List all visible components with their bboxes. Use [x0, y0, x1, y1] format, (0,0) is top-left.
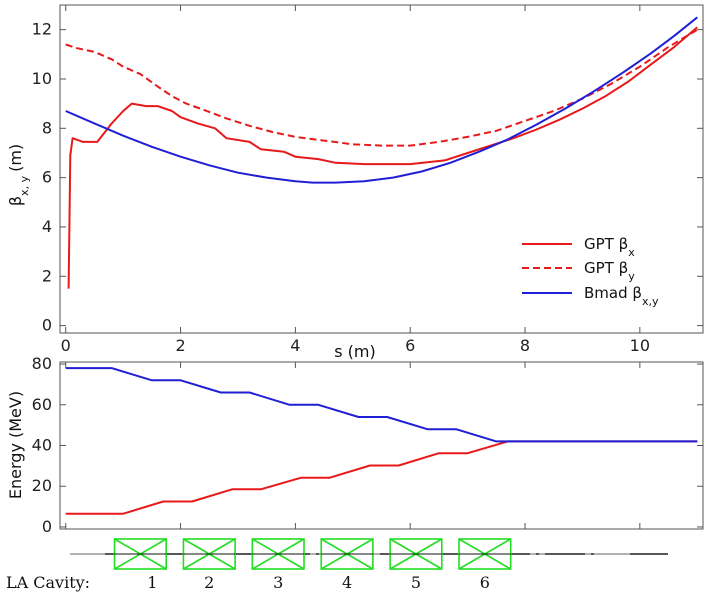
- series-line-energy-red: [65, 440, 698, 515]
- cavity-group: 1 2 3 4 5 6: [105, 538, 668, 592]
- cavity-label-5: 5: [411, 573, 421, 592]
- bottom-series-group: [65, 367, 698, 515]
- series-line-energy-blue: [65, 367, 698, 443]
- top-x-tick-label-3: 6: [405, 336, 415, 355]
- top-x-tick-label-2: 4: [290, 336, 300, 355]
- top-y-tick-label-5: 10: [32, 69, 52, 88]
- top-axis-ticks: 0 2 4 6 8 10 0 2 4 6 8 10 12: [32, 5, 703, 355]
- beta-function-panel: 0 2 4 6 8 10 0 2 4 6 8 10 12 s (m) βx, y (m) GPT βx G…: [6, 4, 704, 361]
- series-line-gpt-beta-x: [67, 26, 698, 289]
- top-y-label-symbol: β: [6, 196, 25, 206]
- bottom-y-tick-label-3: 60: [32, 395, 52, 414]
- top-x-tick-label-4: 8: [520, 336, 530, 355]
- beamline-diagram: 1 2 3 4 5 6 LA Cavity:: [6, 538, 668, 592]
- cavity-label-4: 4: [342, 573, 352, 592]
- cavity-prefix-label: LA Cavity:: [6, 573, 90, 592]
- top-series-group: [65, 16, 698, 289]
- top-y-label-subscript: x, y: [18, 175, 31, 196]
- cavity-label-6: 6: [480, 573, 490, 592]
- cavity-label-2: 2: [204, 573, 214, 592]
- bottom-y-tick-label-4: 80: [32, 354, 52, 373]
- top-x-axis-label: s (m): [334, 342, 376, 361]
- top-plot-frame: [59, 4, 704, 334]
- legend: GPT βx GPT βy Bmad βx,y: [522, 235, 659, 308]
- bottom-axis-ticks: 0 20 40 60 80: [32, 354, 703, 536]
- bottom-y-axis-label: Energy (MeV): [6, 391, 25, 499]
- cavity-label-3: 3: [273, 573, 283, 592]
- top-y-axis-label: βx, y (m): [6, 144, 31, 206]
- top-x-tick-label-5: 10: [630, 336, 650, 355]
- legend-label-gpt-beta-x: GPT βx: [584, 235, 635, 259]
- top-y-tick-label-6: 12: [32, 20, 52, 39]
- series-line-gpt-beta-y: [65, 28, 698, 147]
- legend-label-gpt-beta-y: GPT βy: [584, 259, 635, 283]
- bottom-y-tick-label-2: 40: [32, 436, 52, 455]
- bottom-y-tick-label-0: 0: [42, 517, 52, 536]
- top-y-tick-label-2: 4: [42, 217, 52, 236]
- series-line-bmad-beta: [65, 16, 698, 184]
- bottom-y-tick-label-1: 20: [32, 476, 52, 495]
- top-y-tick-label-0: 0: [42, 316, 52, 335]
- top-y-label-unit: (m): [6, 144, 25, 172]
- top-y-tick-label-4: 8: [42, 118, 52, 137]
- energy-panel: 0 20 40 60 80 Energy (MeV): [6, 354, 704, 536]
- top-y-tick-label-1: 2: [42, 266, 52, 285]
- cavity-label-1: 1: [147, 573, 157, 592]
- legend-label-bmad-beta: Bmad βx,y: [584, 284, 659, 308]
- top-y-tick-label-3: 6: [42, 168, 52, 187]
- top-x-tick-label-1: 2: [175, 336, 185, 355]
- top-x-tick-label-0: 0: [61, 336, 71, 355]
